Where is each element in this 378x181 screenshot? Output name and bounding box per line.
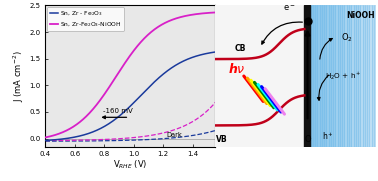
Bar xyxy=(342,5,344,147)
Text: CB: CB xyxy=(234,44,245,53)
Bar xyxy=(329,5,331,147)
Sn, Zr-Fe$_2$O$_3$-NiOOH xyxy=(144,35,148,38)
Bar xyxy=(322,5,324,147)
Bar xyxy=(331,5,333,147)
Sn, Zr - Fe$_2$O$_3$ xyxy=(214,51,218,53)
Bar xyxy=(344,5,347,147)
Sn, Zr - Fe$_2$O$_3$ xyxy=(73,136,78,138)
Legend: Sn, Zr - Fe$_2$O$_3$, Sn, Zr-Fe$_2$O$_3$-NiOOH: Sn, Zr - Fe$_2$O$_3$, Sn, Zr-Fe$_2$O$_3$… xyxy=(47,7,124,31)
Sn, Zr - Fe$_2$O$_3$ xyxy=(121,112,125,114)
Sn, Zr-Fe$_2$O$_3$-NiOOH xyxy=(214,11,218,14)
Text: O: O xyxy=(304,136,311,144)
Text: NiOOH: NiOOH xyxy=(346,11,375,20)
Bar xyxy=(356,5,358,147)
Bar xyxy=(365,5,367,147)
Bar xyxy=(324,5,327,147)
Bar xyxy=(351,5,353,147)
Bar xyxy=(374,5,376,147)
Bar xyxy=(315,5,318,147)
Bar xyxy=(313,5,315,147)
Bar xyxy=(308,5,311,147)
Text: h$\nu$: h$\nu$ xyxy=(228,62,245,76)
Bar xyxy=(358,5,360,147)
Sn, Zr-Fe$_2$O$_3$-NiOOH xyxy=(121,65,125,68)
Bar xyxy=(353,5,356,147)
Y-axis label: J (mA cm$^{-2}$): J (mA cm$^{-2}$) xyxy=(12,50,26,102)
Bar xyxy=(369,5,372,147)
Text: e$^-$: e$^-$ xyxy=(283,3,295,13)
Bar xyxy=(372,5,374,147)
Bar xyxy=(318,5,320,147)
Bar xyxy=(349,5,351,147)
Line: Sn, Zr-Fe$_2$O$_3$-NiOOH: Sn, Zr-Fe$_2$O$_3$-NiOOH xyxy=(45,12,216,137)
Bar xyxy=(320,5,322,147)
Text: O$_2$: O$_2$ xyxy=(341,32,353,44)
Sn, Zr - Fe$_2$O$_3$ xyxy=(172,65,176,67)
Sn, Zr - Fe$_2$O$_3$ xyxy=(144,89,148,91)
Bar xyxy=(215,5,308,147)
Bar xyxy=(338,5,340,147)
Bar xyxy=(347,5,349,147)
Bar xyxy=(367,5,369,147)
Bar xyxy=(304,5,310,147)
Bar xyxy=(327,5,329,147)
Sn, Zr - Fe$_2$O$_3$ xyxy=(87,132,91,134)
Line: Sn, Zr - Fe$_2$O$_3$: Sn, Zr - Fe$_2$O$_3$ xyxy=(45,52,216,140)
Bar xyxy=(363,5,365,147)
Sn, Zr-Fe$_2$O$_3$-NiOOH xyxy=(43,136,48,138)
Bar xyxy=(333,5,335,147)
Text: VB: VB xyxy=(216,135,228,144)
X-axis label: V$_{RHE}$ (V): V$_{RHE}$ (V) xyxy=(113,159,147,171)
Bar xyxy=(335,5,338,147)
Text: -160 mV: -160 mV xyxy=(103,108,133,114)
Sn, Zr - Fe$_2$O$_3$ xyxy=(157,76,162,78)
Sn, Zr-Fe$_2$O$_3$-NiOOH xyxy=(172,18,176,20)
Sn, Zr-Fe$_2$O$_3$-NiOOH xyxy=(87,112,91,114)
Sn, Zr-Fe$_2$O$_3$-NiOOH xyxy=(73,124,78,126)
Text: H$_2$O + h$^+$: H$_2$O + h$^+$ xyxy=(325,71,362,82)
Bar xyxy=(311,5,313,147)
Text: Dark: Dark xyxy=(166,132,182,138)
Sn, Zr-Fe$_2$O$_3$-NiOOH xyxy=(157,25,162,27)
Text: h$^+$: h$^+$ xyxy=(322,131,334,142)
Bar xyxy=(340,5,342,147)
Sn, Zr - Fe$_2$O$_3$ xyxy=(43,139,48,142)
Bar xyxy=(360,5,363,147)
